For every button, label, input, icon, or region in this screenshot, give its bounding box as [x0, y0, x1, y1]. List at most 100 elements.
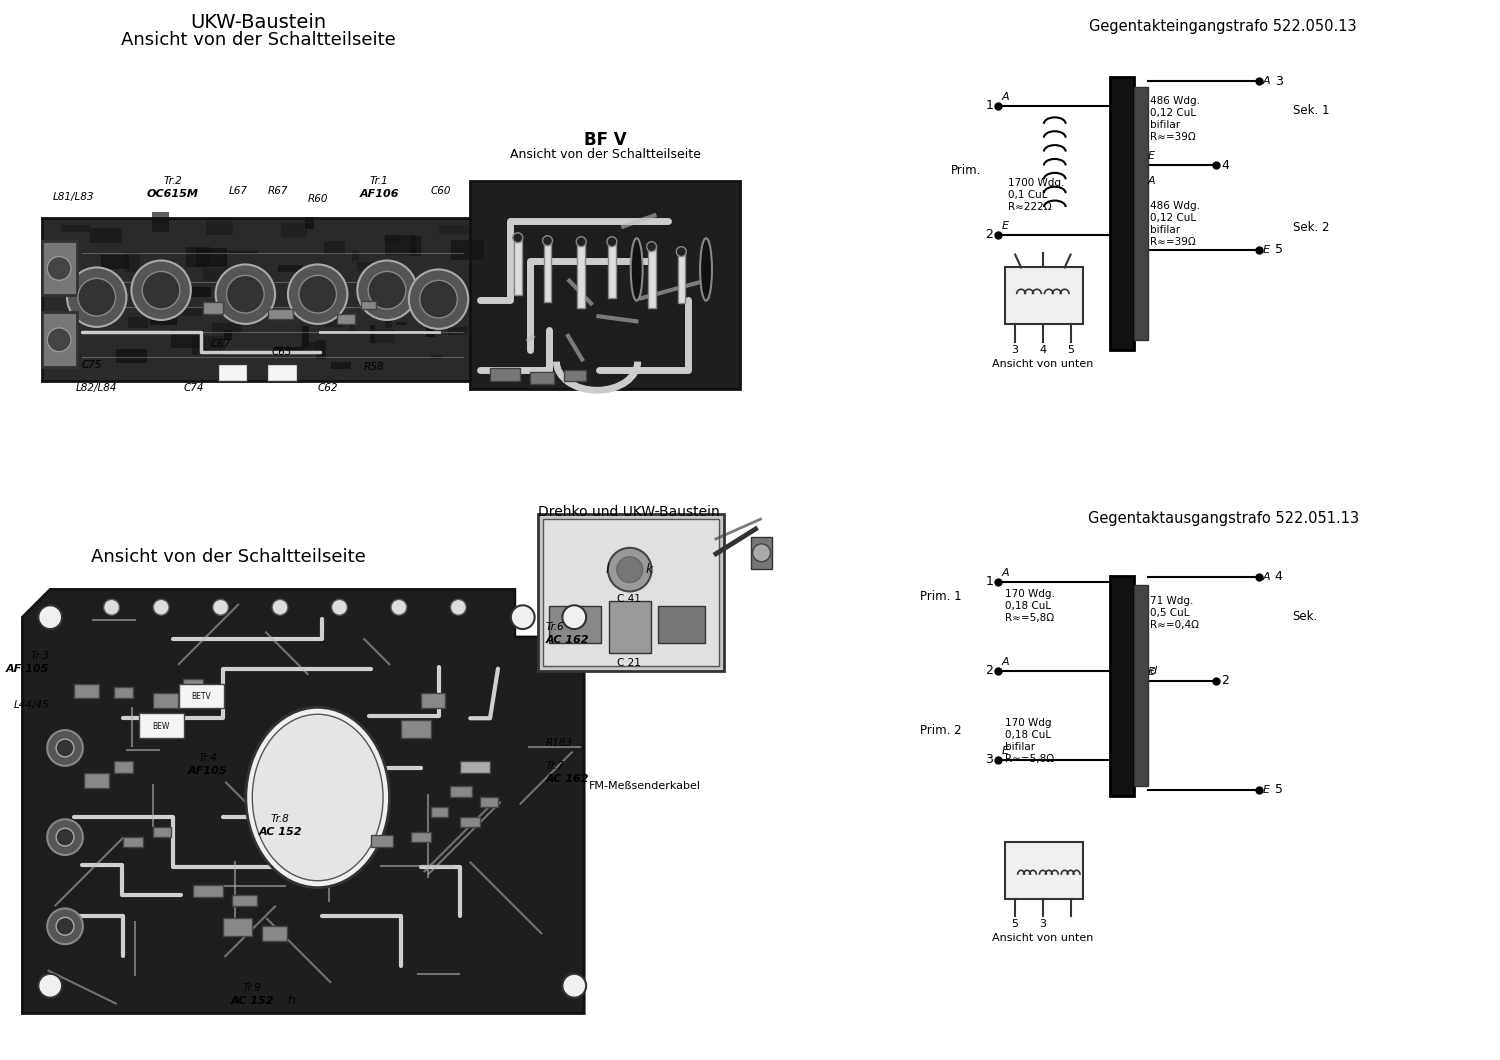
Circle shape	[56, 828, 74, 846]
Circle shape	[56, 917, 74, 935]
Text: Ansicht von unten: Ansicht von unten	[992, 933, 1094, 943]
Bar	[678, 251, 686, 303]
Text: E: E	[1263, 245, 1270, 254]
Text: 1700 Wdg.: 1700 Wdg.	[1008, 178, 1065, 189]
Text: E: E	[1002, 220, 1008, 231]
Text: Ansicht von der Schaltteilseite: Ansicht von der Schaltteilseite	[122, 31, 396, 49]
Text: 5: 5	[1066, 344, 1074, 355]
Bar	[357, 262, 382, 271]
Bar	[153, 212, 170, 232]
Text: FM-Meßsenderkabel: FM-Meßsenderkabel	[588, 780, 700, 791]
Text: l: l	[604, 563, 609, 577]
Bar	[452, 241, 483, 260]
Circle shape	[46, 730, 82, 765]
Circle shape	[226, 276, 264, 313]
Bar	[153, 693, 178, 708]
Circle shape	[513, 233, 522, 243]
Bar	[400, 720, 430, 738]
Text: 0,18 CuL: 0,18 CuL	[1005, 730, 1052, 740]
Text: Ansicht von unten: Ansicht von unten	[992, 358, 1094, 369]
Bar	[433, 289, 468, 310]
Text: 0,18 CuL: 0,18 CuL	[1005, 601, 1052, 612]
Bar	[316, 339, 326, 359]
Bar	[1110, 576, 1134, 795]
Bar	[411, 832, 430, 842]
Bar	[114, 687, 134, 699]
Text: 5: 5	[1275, 243, 1282, 257]
Text: 170 Wdg.: 170 Wdg.	[1005, 589, 1054, 599]
Bar	[178, 684, 224, 708]
Text: AC 152: AC 152	[258, 827, 302, 837]
Text: 1: 1	[986, 575, 993, 588]
Ellipse shape	[630, 238, 642, 301]
Text: 0,12 CuL: 0,12 CuL	[1150, 213, 1196, 223]
Ellipse shape	[700, 238, 712, 301]
Bar	[192, 336, 225, 355]
Bar	[430, 808, 448, 817]
Circle shape	[357, 261, 417, 320]
Bar	[217, 364, 248, 382]
Bar	[117, 349, 147, 364]
Bar	[262, 926, 286, 941]
Circle shape	[646, 242, 657, 251]
Bar	[543, 519, 718, 666]
Text: Tr.6: Tr.6	[546, 622, 564, 632]
Text: R≈=5,8Ω: R≈=5,8Ω	[1005, 613, 1054, 623]
Bar	[362, 301, 376, 310]
Bar	[384, 312, 393, 328]
Bar	[480, 797, 498, 808]
Bar	[114, 761, 134, 773]
Bar	[648, 247, 656, 308]
Bar	[150, 310, 177, 324]
Text: A: A	[1148, 176, 1155, 187]
Text: R60: R60	[308, 194, 328, 205]
Circle shape	[392, 599, 406, 615]
Circle shape	[56, 739, 74, 757]
Text: R183: R183	[546, 738, 573, 748]
Bar	[90, 228, 122, 243]
Bar	[123, 837, 144, 847]
Circle shape	[46, 257, 70, 280]
Circle shape	[46, 328, 70, 352]
Bar	[140, 713, 184, 738]
Bar	[338, 314, 356, 324]
Text: E: E	[1002, 746, 1008, 756]
Text: C63: C63	[272, 347, 292, 356]
Bar	[750, 537, 772, 568]
Circle shape	[410, 269, 468, 329]
Circle shape	[562, 974, 586, 997]
Circle shape	[39, 974, 62, 997]
Bar	[386, 235, 416, 255]
Bar	[350, 316, 355, 331]
Bar	[42, 241, 76, 295]
Text: R58: R58	[364, 361, 384, 372]
Bar	[609, 601, 651, 653]
Circle shape	[562, 605, 586, 629]
Bar	[68, 280, 87, 284]
Bar	[267, 364, 297, 382]
Circle shape	[46, 819, 82, 855]
Text: A: A	[1002, 92, 1010, 102]
Text: E: E	[1263, 784, 1270, 795]
Bar	[411, 236, 422, 257]
Bar	[380, 287, 400, 299]
Text: 486 Wdg.: 486 Wdg.	[1150, 96, 1200, 106]
Text: 486 Wdg.: 486 Wdg.	[1150, 201, 1200, 211]
Text: 71 Wdg.: 71 Wdg.	[1150, 597, 1194, 606]
Polygon shape	[22, 589, 584, 1013]
Bar	[324, 314, 345, 326]
Text: 5: 5	[1011, 919, 1019, 930]
Bar	[1005, 267, 1083, 324]
Text: C60: C60	[430, 187, 451, 196]
Bar	[195, 248, 228, 267]
Text: R≈=5,8Ω: R≈=5,8Ω	[1005, 754, 1054, 764]
Text: R≈=39Ω: R≈=39Ω	[1150, 236, 1196, 247]
Text: 170 Wdg: 170 Wdg	[1005, 719, 1052, 728]
Text: Tr.4: Tr.4	[198, 753, 217, 763]
Bar	[303, 341, 318, 352]
Bar	[186, 247, 210, 267]
Bar	[56, 354, 81, 357]
Text: L82/L84: L82/L84	[76, 384, 117, 393]
Bar	[183, 678, 203, 689]
Text: Tr.3: Tr.3	[30, 651, 50, 660]
